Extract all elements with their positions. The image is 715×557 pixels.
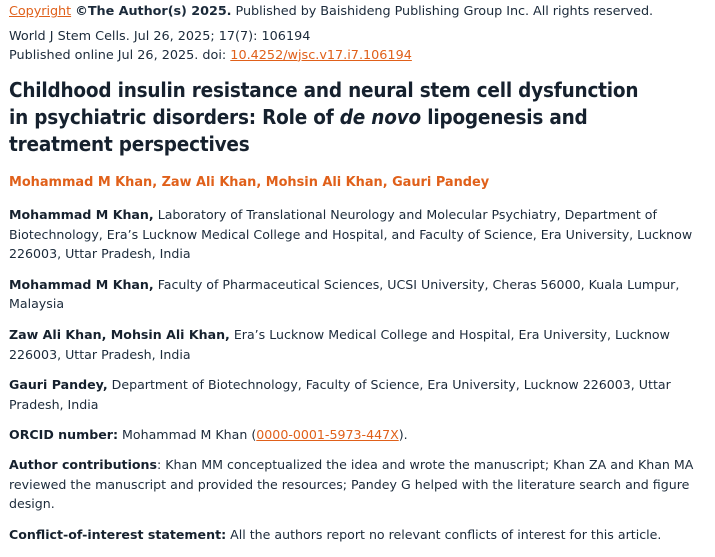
orcid-author-name: Mohammad M Khan ( [118,427,257,443]
author-contributions: Author contributions: Khan MM conceptual… [9,455,707,514]
doi-link[interactable]: 10.4252/wjsc.v17.i7.106194 [230,47,412,63]
affiliation-author-names: Mohammad M Khan, [9,276,154,292]
conflict-of-interest-statement: Conflict-of-interest statement: All the … [9,525,707,545]
affiliation-address: Department of Biotechnology, Faculty of … [9,377,671,412]
author-contributions-text: : Khan MM conceptualized the idea and wr… [9,456,694,512]
orcid-suffix: ). [398,427,408,443]
title-italic-de-novo: de novo [339,105,421,129]
published-online-line: Published online Jul 26, 2025. doi: 10.4… [9,47,707,66]
conflict-of-interest-label: Conflict-of-interest statement: [9,526,227,542]
affiliation-author-names: Gauri Pandey, [9,377,108,393]
affiliation-item: Mohammad M Khan, Laboratory of Translati… [9,205,707,264]
copyright-link[interactable]: Copyright [9,4,72,19]
author-contributions-label: Author contributions [9,456,158,472]
affiliation-item: Gauri Pandey, Department of Biotechnolog… [9,375,707,414]
copyright-holder: ©The Author(s) 2025. [75,4,232,19]
citation-block: World J Stem Cells. Jul 26, 2025; 17(7):… [9,28,707,65]
copyright-line: Copyright ©The Author(s) 2025. Published… [9,3,707,20]
affiliation-author-names: Mohammad M Khan, [9,207,154,222]
orcid-line: ORCID number: Mohammad M Khan (0000-0001… [9,425,707,445]
article-front-matter: Copyright ©The Author(s) 2025. Published… [9,3,707,545]
title-segment-2: lipogenesis and treatment perspectives [9,105,588,156]
affiliation-author-names: Zaw Ali Khan, Mohsin Ali Khan, [9,326,230,342]
title-segment-1: Childhood insulin resistance and neural … [9,78,639,129]
orcid-label: ORCID number: [9,427,119,443]
orcid-id-link[interactable]: 0000-0001-5973-447X [256,427,399,443]
affiliation-item: Mohammad M Khan, Faculty of Pharmaceutic… [9,275,707,314]
page-title: Childhood insulin resistance and neural … [9,77,649,158]
affiliation-address: Laboratory of Translational Neurology an… [9,207,693,262]
author-list[interactable]: Mohammad M Khan, Zaw Ali Khan, Mohsin Al… [9,175,490,190]
published-online-prefix: Published online Jul 26, 2025. doi: [9,47,231,63]
journal-citation-line: World J Stem Cells. Jul 26, 2025; 17(7):… [9,29,311,44]
copyright-rights-text: Published by Baishideng Publishing Group… [231,4,654,19]
affiliation-address: Faculty of Pharmaceutical Sciences, UCSI… [9,276,680,312]
affiliation-item: Zaw Ali Khan, Mohsin Ali Khan, Era’s Luc… [9,325,707,364]
conflict-of-interest-text: All the authors report no relevant confl… [226,526,662,542]
affiliation-address: Era’s Lucknow Medical College and Hospit… [9,326,670,362]
